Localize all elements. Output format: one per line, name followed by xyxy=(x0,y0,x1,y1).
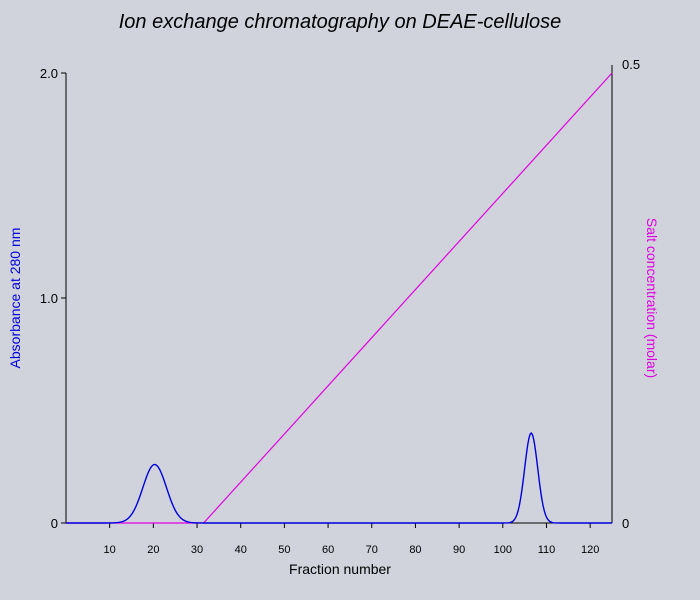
x-tick-label-50: 50 xyxy=(278,544,290,556)
x-tick-label-70: 70 xyxy=(366,544,378,556)
x-tick-label-10: 10 xyxy=(104,544,116,556)
x-tick-label-20: 20 xyxy=(147,544,159,556)
absorbance-line xyxy=(66,431,612,524)
x-tick-label-90: 90 xyxy=(453,544,465,556)
x-tick-label-30: 30 xyxy=(191,544,203,556)
chart-title: Ion exchange chromatography on DEAE-cell… xyxy=(119,11,561,33)
x-tick-label-110: 110 xyxy=(538,544,556,556)
y-left-tick-label-1.0: 1.0 xyxy=(40,291,58,306)
y-axis-left-label: Absorbance at 280 nm xyxy=(7,228,23,369)
x-axis-label: Fraction number xyxy=(289,561,391,577)
x-tick-label-40: 40 xyxy=(235,544,247,556)
x-tick-label-60: 60 xyxy=(322,544,334,556)
y-right-tick-label-0.5: 0.5 xyxy=(622,57,640,72)
y-axis-right-label: Salt concentration (molar) xyxy=(644,218,660,378)
y-left-tick-label-0: 0 xyxy=(51,516,58,531)
axes: 10 20 30 40 50 60 70 80 90 100 110 120 0 1.0 2.0 0 0.5 xyxy=(40,57,640,556)
series-layer xyxy=(66,72,613,524)
y-left-tick-label-2.0: 2.0 xyxy=(40,66,58,81)
x-tick-label-120: 120 xyxy=(581,544,599,556)
x-tick-label-100: 100 xyxy=(494,544,512,556)
x-tick-label-80: 80 xyxy=(409,544,421,556)
salt-gradient-line xyxy=(66,72,613,524)
y-right-tick-label-0: 0 xyxy=(622,516,629,531)
